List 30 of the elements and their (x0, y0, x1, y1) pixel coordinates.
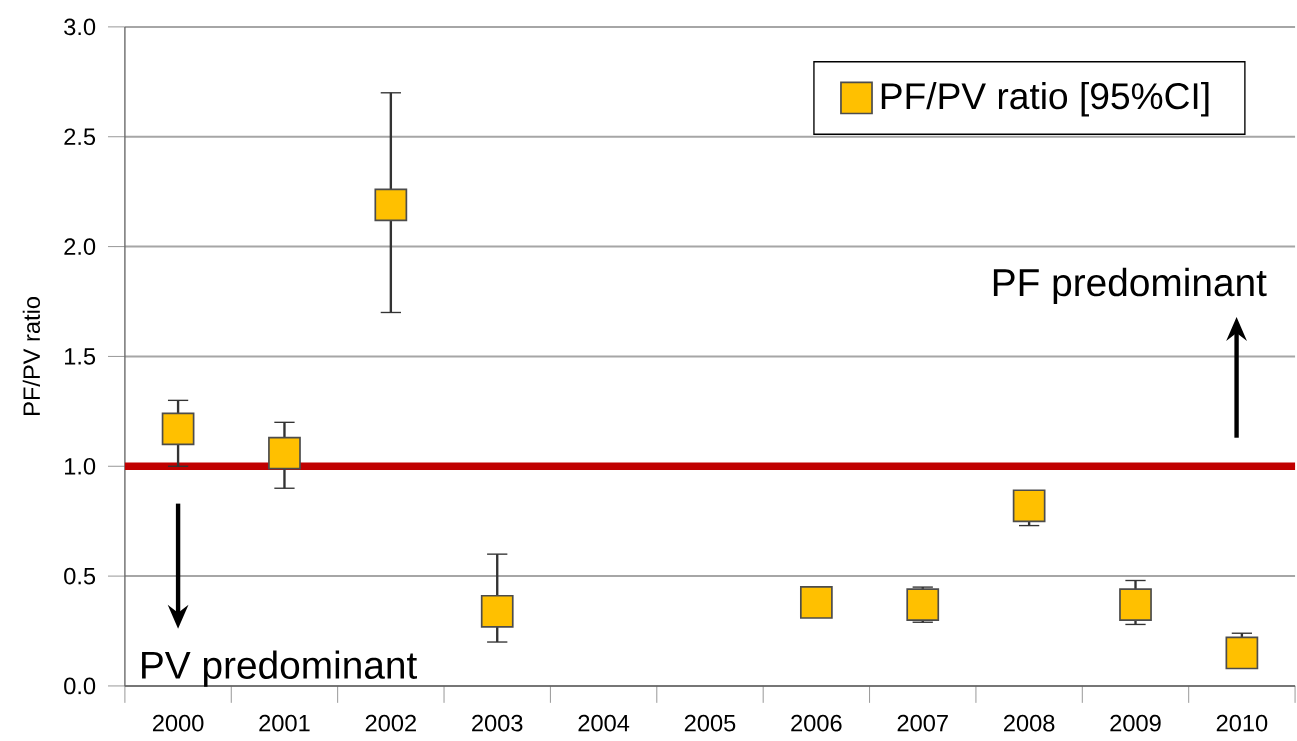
x-tick-label: 2008 (1004, 714, 1055, 732)
y-tick-label: 2.5 (64, 128, 96, 146)
point (799, 586, 833, 619)
annotation: PV predominant (142, 650, 417, 687)
y-tick-label: 1.5 (65, 348, 96, 365)
legend-label: PF/PV ratio [95%CI] (881, 82, 1209, 117)
y-tick-label: 2.0 (64, 238, 96, 256)
y-tick-label: 3.0 (64, 18, 96, 36)
x-tick-label: 2000 (152, 714, 204, 732)
x-tick-label: 2003 (472, 714, 523, 732)
point (1012, 489, 1046, 523)
x-tick-label: 2006 (791, 714, 842, 732)
y-tick-label: 1.0 (65, 458, 96, 475)
y-axis-title: PF/PV ratio (22, 297, 41, 416)
point (161, 412, 195, 446)
x-tick-label: 2010 (1216, 714, 1268, 732)
x-tick-label: 2007 (897, 714, 948, 732)
x-tick-label: 2005 (684, 714, 736, 732)
annotation: PF predominant (993, 268, 1267, 305)
point (268, 436, 301, 470)
y-tick-label: 0.5 (64, 567, 96, 585)
x-tick-label: 2009 (1110, 714, 1161, 732)
point (1225, 636, 1259, 670)
x-tick-label: 2004 (578, 714, 630, 732)
point (906, 588, 940, 622)
x-tick-label: 2001 (259, 714, 310, 732)
x-tick-label: 2002 (365, 714, 416, 732)
y-tick-label: 0.0 (64, 677, 96, 695)
point (374, 188, 408, 222)
point (480, 595, 514, 628)
